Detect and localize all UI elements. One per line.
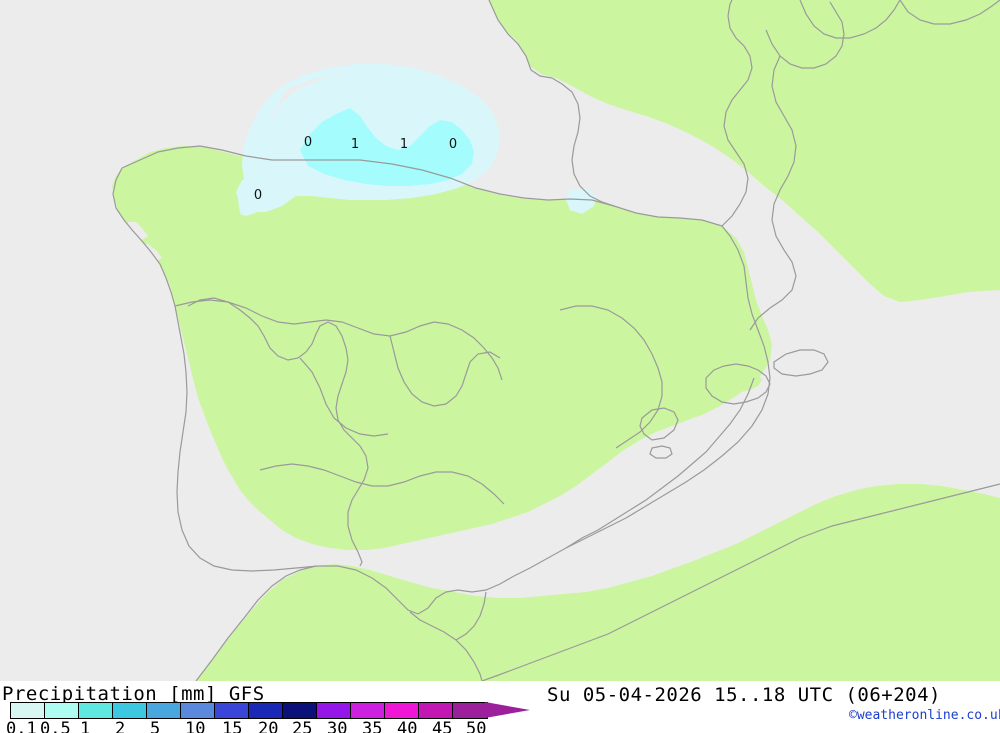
coast-formentera bbox=[649, 445, 673, 459]
coast-aquitaine bbox=[488, 0, 553, 79]
colorbar-tick-5: 5 bbox=[150, 719, 161, 733]
forecast-datetime: Su 05-04-2026 15..18 UTC (06+204) bbox=[547, 684, 941, 706]
colorbar-tick-20: 20 bbox=[258, 719, 279, 733]
border-spain-portugal bbox=[187, 297, 369, 567]
border-extremadura bbox=[299, 357, 389, 437]
colorbar-swatch-0.5 bbox=[45, 703, 79, 718]
border-castilla-2 bbox=[389, 335, 501, 407]
colorbar-swatch-30 bbox=[317, 703, 351, 718]
colorbar-tick-1: 1 bbox=[80, 719, 91, 733]
border-aragon bbox=[749, 55, 797, 331]
land-mallorca bbox=[712, 368, 762, 392]
colorbar-swatch-5 bbox=[147, 703, 181, 718]
colorbar-swatches bbox=[10, 702, 488, 719]
border-morocco-algeria bbox=[455, 591, 487, 641]
land-iberia bbox=[112, 146, 772, 550]
coast-algeria bbox=[481, 483, 1000, 681]
legend-title: Precipitation [mm] GFS bbox=[2, 683, 265, 705]
coast-cantabrian bbox=[121, 145, 723, 227]
colorbar-swatch-45 bbox=[419, 703, 453, 718]
precip-label-1: 1 bbox=[351, 137, 359, 152]
border-andalusia bbox=[259, 463, 505, 505]
coast-mediterranean bbox=[565, 377, 755, 549]
colorbar-swatch-10 bbox=[181, 703, 215, 718]
coast-menorca bbox=[773, 349, 829, 377]
sea-atlantic-west bbox=[0, 300, 110, 660]
precip-label-2: 1 bbox=[400, 137, 408, 152]
land-france bbox=[489, 0, 1000, 302]
precipitation-map[interactable]: 0 1 1 0 0 bbox=[0, 0, 1000, 681]
precip-label-4: 0 bbox=[254, 188, 262, 203]
map-footer: Precipitation [mm] GFS Su 05-04-2026 15.… bbox=[0, 681, 1000, 733]
coast-andalusia bbox=[318, 225, 771, 615]
land-north-africa bbox=[196, 484, 1000, 681]
copyright-notice: ©weatheronline.co.uk bbox=[849, 708, 1000, 723]
precipitation-field bbox=[236, 64, 596, 216]
colorbar-tick-0.5: 0.5 bbox=[40, 719, 71, 733]
colorbar-swatch-2 bbox=[113, 703, 147, 718]
colorbar-swatch-50 bbox=[453, 703, 487, 718]
colorbar-swatch-20 bbox=[249, 703, 283, 718]
colorbar-swatch-35 bbox=[351, 703, 385, 718]
colorbar-tick-25: 25 bbox=[292, 719, 313, 733]
coast-ibiza bbox=[639, 407, 679, 441]
coast-portugal bbox=[174, 305, 319, 572]
colorbar-swatch-25 bbox=[283, 703, 317, 718]
precip-label-group: 0 1 1 0 0 bbox=[254, 135, 457, 203]
colorbar-tick-40: 40 bbox=[397, 719, 418, 733]
colorbar-tick-labels: 0.1 0.5 1 2 5 10 15 20 25 30 35 40 45 50 bbox=[0, 719, 540, 733]
sea-inlet-rias bbox=[128, 222, 148, 240]
border-france-region-1 bbox=[799, 0, 901, 39]
coast-galicia bbox=[112, 167, 176, 307]
colorbar-tick-45: 45 bbox=[432, 719, 453, 733]
colorbar-tick-2: 2 bbox=[115, 719, 126, 733]
colorbar-swatch-40 bbox=[385, 703, 419, 718]
map-canvas: 0 1 1 0 0 bbox=[0, 0, 1000, 681]
precip-area-mid bbox=[300, 108, 474, 186]
border-spain-france bbox=[721, 0, 753, 227]
precip-label-3: 0 bbox=[449, 137, 457, 152]
colorbar-tick-35: 35 bbox=[362, 719, 383, 733]
colorbar-swatch-15 bbox=[215, 703, 249, 718]
colorbar-tick-15: 15 bbox=[222, 719, 243, 733]
coast-north-africa bbox=[195, 565, 317, 681]
precip-tail-west bbox=[236, 170, 300, 212]
landmass-group bbox=[0, 0, 1000, 681]
colorbar-overflow-arrow bbox=[485, 702, 530, 718]
sea-inlet-rias-2 bbox=[138, 244, 162, 262]
colorbar-tick-0.1: 0.1 bbox=[6, 719, 37, 733]
precip-label-0: 0 bbox=[304, 135, 312, 150]
colorbar-swatch-0.1 bbox=[11, 703, 45, 718]
colorbar-tick-30: 30 bbox=[327, 719, 348, 733]
colorbar-tick-50: 50 bbox=[466, 719, 487, 733]
border-france-region-2 bbox=[899, 0, 1000, 25]
border-valencia bbox=[559, 305, 663, 449]
colorbar-swatch-1 bbox=[79, 703, 113, 718]
colorbar-tick-10: 10 bbox=[185, 719, 206, 733]
coast-mallorca bbox=[705, 363, 771, 405]
border-castilla-1 bbox=[174, 299, 503, 381]
coast-aquitaine-2 bbox=[551, 77, 615, 207]
borders-group bbox=[112, 0, 1000, 681]
